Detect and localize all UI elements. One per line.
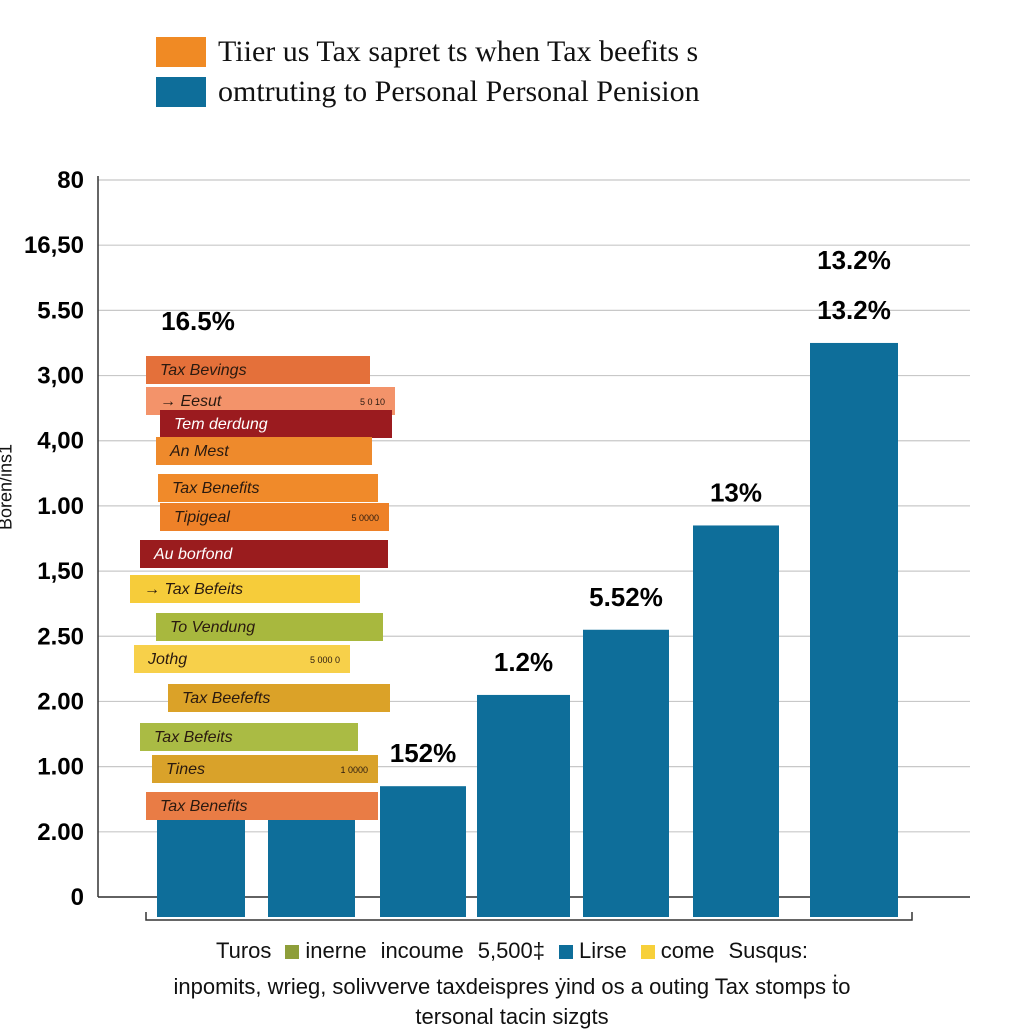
y-tick-label: 1.00 [37,493,84,520]
stack-strip-label: Tem derdung [174,416,268,433]
bottom-note-cutoff: tersonal tacin sizgts [415,1004,609,1029]
bar-value-label: 13% [710,477,762,507]
bottom-note: inpomits, wrieg, solivverve taxdeispres … [173,974,851,999]
stack-strip [140,723,358,751]
bar [268,805,355,917]
y-tick-label: 3,00 [37,363,84,390]
bottom-legend-item: 5,500‡ [478,938,545,964]
y-tick-label: 0 [71,884,84,911]
bottom-legend-item: Lirse [559,938,627,964]
stack-strip-label: Au borfond [153,546,233,563]
legend-swatch-orange [156,37,206,67]
bottom-legend-row: Turos inerne incoume 5,500‡ Lirse come Susqus: [0,938,1024,964]
bar [477,694,570,917]
bottom-legend-swatch [285,945,300,960]
legend-label: Tiier us Tax sapret ts when Tax beefits … [218,35,699,68]
y-tick-label: 1.00 [37,754,84,781]
bar-value-label: 13.2% [817,295,891,325]
bottom-legend-item: Turos [216,938,271,964]
bottom-legend-item: inerne [285,938,367,964]
bar [810,342,898,917]
bottom-legend-label: Lirse [579,938,627,963]
top-legend: Tiier us Tax sapret ts when Tax beefits … [156,32,700,112]
stack-strip-label: Jothg [147,651,187,668]
bottom-legend-label: incoume [380,938,464,963]
legend-entry-orange: Tiier us Tax sapret ts when Tax beefits … [156,32,700,72]
bottom-legend-label: come [660,938,715,963]
stack-strip-number: 5 0000 [351,513,379,523]
y-axis-label: Boren/ins1 [0,443,16,530]
stack-strip-label: → Eesut [160,393,222,410]
bottom-legend-label: Susqus: [728,938,809,963]
stack-strip [146,792,378,820]
stack-strip [134,645,350,673]
stack-strip-label: Tax Beefefts [182,690,270,707]
y-tick-label: 5.50 [37,297,84,324]
legend-label: omtruting to Personal Personal Penision [218,75,700,108]
stack-strip-label: To Vendung [170,619,255,636]
legend-swatch-blue [156,77,206,107]
y-tick-label: 1,50 [37,558,84,585]
stack-strip [158,474,378,502]
bottom-legend-item: come [640,938,715,964]
stack-strip [140,540,388,568]
bar-value-label: 1.2% [494,647,553,677]
stack-strip [160,410,392,438]
y-tick-label: 16,50 [24,232,84,259]
stack-strip-label: Tipigeal [174,509,230,526]
stack-strip-label: → Tax Befeits [144,581,243,598]
bottom-legend-label: inerne [305,938,367,963]
bar [583,629,669,917]
stack-strip-number: 5 0 10 [360,397,385,407]
bottom-legend-label: Turos [215,938,272,963]
bottom-legend: Turos inerne incoume 5,500‡ Lirse come Susqus:… [0,938,1024,1030]
bar [380,786,466,917]
stack-strip-label: Tax Befeits [154,729,233,746]
stack-strip-number: 5 000 0 [310,655,340,665]
legend-entry-blue: omtruting to Personal Personal Penision [156,72,700,112]
stack-strip-label: Tax Benefits [172,480,259,497]
bottom-legend-swatch [640,945,655,960]
bar-value-label: 152% [390,738,457,768]
stack-strip-label: Tines [166,761,205,778]
stack-total-label: 16.5% [161,306,235,336]
y-tick-label: 2.00 [37,819,84,846]
stack-strip-label: Tax Benefits [160,798,247,815]
bar-value-label-extra: 13.2% [817,245,891,275]
y-tick-label: 2.50 [37,623,84,650]
bottom-legend-label: 5,500‡ [477,938,546,963]
bottom-legend-item: Susqus: [729,938,809,964]
stack-strip [130,575,360,603]
stack-strip-label: An Mest [169,443,229,460]
stack-strip [168,684,390,712]
y-tick-label: 80 [57,167,84,194]
stack-strip [146,356,370,384]
y-tick-label: 2.00 [37,688,84,715]
stack-strip [160,503,389,531]
stack-strip-number: 1 0000 [340,765,368,775]
bottom-legend-item: incoume [381,938,464,964]
bar-value-label: 5.52% [589,582,663,612]
stack-strip [156,437,372,465]
bar [693,525,779,917]
stack-strip [152,755,378,783]
x-axis-bracket [145,912,913,921]
stack-strip [156,613,383,641]
stack-strip-label: Tax Bevings [160,362,247,379]
bottom-legend-swatch [559,945,574,960]
y-tick-label: 4,00 [37,428,84,455]
